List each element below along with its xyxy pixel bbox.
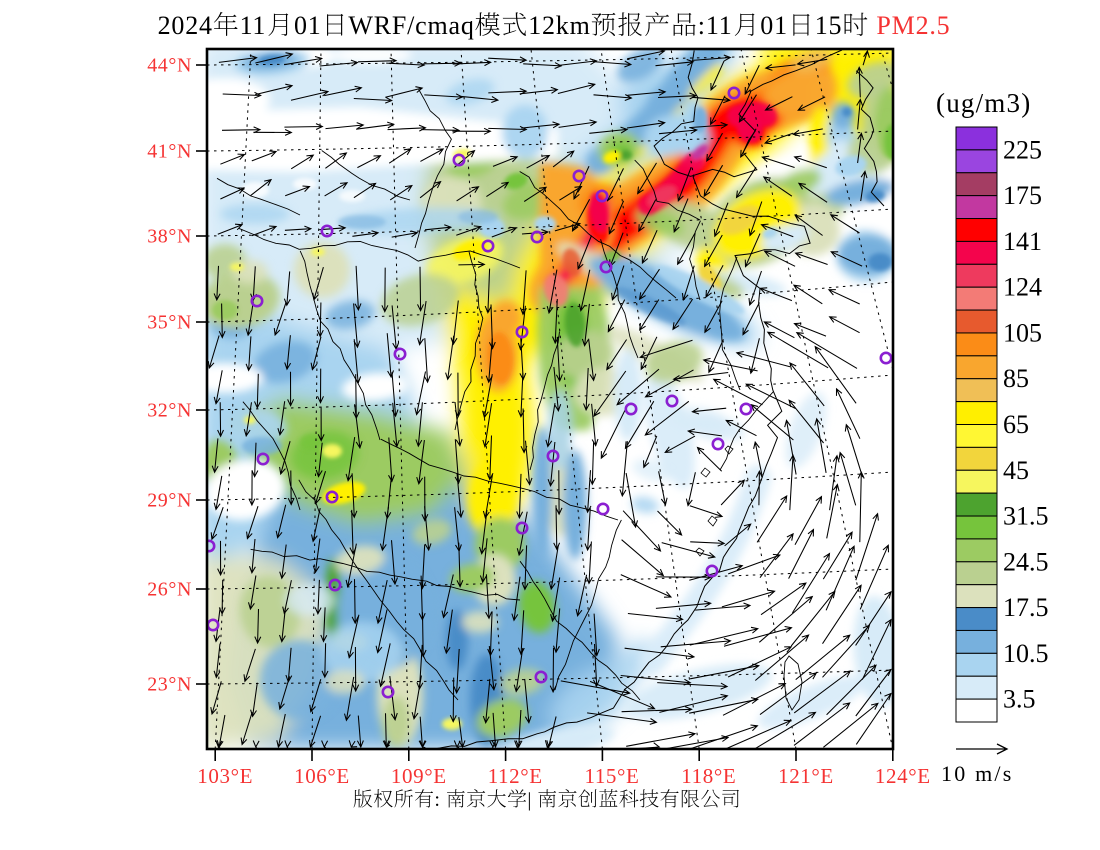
svg-text:29°N: 29°N: [147, 490, 192, 512]
svg-text:11: 11: [240, 11, 267, 40]
svg-text:45: 45: [1003, 456, 1029, 485]
svg-text:(ug/m3): (ug/m3): [936, 88, 1031, 118]
svg-text:38°N: 38°N: [147, 226, 192, 248]
svg-text:15: 15: [815, 11, 843, 40]
svg-text:118°E: 118°E: [681, 764, 736, 788]
svg-text:141: 141: [1003, 227, 1042, 256]
svg-text:112°E: 112°E: [488, 764, 543, 788]
svg-text:24.5: 24.5: [1003, 547, 1049, 576]
svg-text:225: 225: [1003, 135, 1042, 164]
svg-text:01: 01: [294, 11, 322, 40]
svg-text:121°E: 121°E: [778, 764, 834, 788]
svg-text:175: 175: [1003, 181, 1042, 210]
svg-text:10 m/s: 10 m/s: [941, 761, 1014, 786]
svg-text:44°N: 44°N: [147, 55, 192, 77]
svg-text:85: 85: [1003, 364, 1029, 393]
svg-text:PM2.5: PM2.5: [876, 11, 950, 40]
svg-text:106°E: 106°E: [294, 764, 350, 788]
svg-text:35°N: 35°N: [147, 312, 192, 334]
svg-text:11: 11: [706, 11, 733, 40]
svg-text:12km: 12km: [528, 11, 590, 40]
svg-text:103°E: 103°E: [197, 764, 253, 788]
svg-text:23°N: 23°N: [147, 674, 192, 696]
svg-text:26°N: 26°N: [147, 579, 192, 601]
svg-text:41°N: 41°N: [147, 141, 192, 163]
svg-text:|: |: [527, 789, 531, 811]
svg-text:31.5: 31.5: [1003, 502, 1049, 531]
svg-text:115°E: 115°E: [585, 764, 640, 788]
svg-text:10.5: 10.5: [1003, 639, 1049, 668]
svg-text:109°E: 109°E: [391, 764, 447, 788]
svg-text:32°N: 32°N: [147, 400, 192, 422]
svg-text::: :: [698, 11, 706, 40]
svg-text:124°E: 124°E: [875, 764, 931, 788]
svg-text::: :: [434, 789, 440, 811]
svg-text:105: 105: [1003, 319, 1042, 348]
svg-text:17.5: 17.5: [1003, 593, 1049, 622]
svg-text:WRF/cmaq: WRF/cmaq: [348, 11, 474, 40]
svg-text:65: 65: [1003, 410, 1029, 439]
svg-text:01: 01: [760, 11, 788, 40]
svg-text:124: 124: [1003, 273, 1042, 302]
svg-text:2024: 2024: [158, 11, 213, 40]
svg-text:3.5: 3.5: [1003, 685, 1036, 714]
